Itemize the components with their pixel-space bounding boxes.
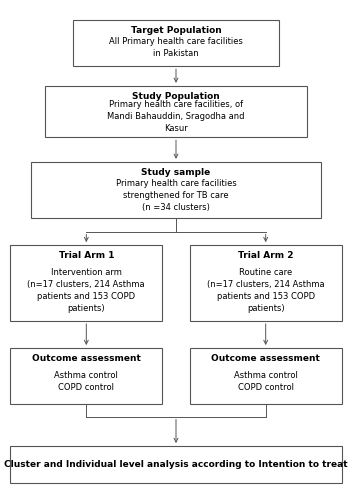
Text: Intervention arm
(n=17 clusters, 214 Asthma
patients and 153 COPD
patients): Intervention arm (n=17 clusters, 214 Ast… <box>27 268 145 313</box>
Text: Routine care
(n=17 clusters, 214 Asthma
patients and 153 COPD
patients): Routine care (n=17 clusters, 214 Asthma … <box>207 268 325 313</box>
Text: Study Population: Study Population <box>132 92 220 101</box>
Text: Primary health care facilities, of
Mandi Bahauddin, Sragodha and
Kasur: Primary health care facilities, of Mandi… <box>107 100 245 133</box>
FancyBboxPatch shape <box>73 20 279 66</box>
Text: Trial Arm 1: Trial Arm 1 <box>58 252 114 260</box>
Text: Cluster and Individual level analysis according to Intention to treat: Cluster and Individual level analysis ac… <box>4 460 348 469</box>
Text: Outcome assessment: Outcome assessment <box>32 354 141 364</box>
FancyBboxPatch shape <box>11 446 341 483</box>
Text: Target Population: Target Population <box>131 26 221 35</box>
Text: Study sample: Study sample <box>142 168 210 177</box>
Text: Primary health care facilities
strengthened for TB care
(n =34 clusters): Primary health care facilities strengthe… <box>115 180 237 212</box>
FancyBboxPatch shape <box>11 245 162 321</box>
FancyBboxPatch shape <box>190 348 341 405</box>
FancyBboxPatch shape <box>190 245 341 321</box>
FancyBboxPatch shape <box>11 348 162 405</box>
Text: All Primary health care facilities
in Pakistan: All Primary health care facilities in Pa… <box>109 37 243 58</box>
FancyBboxPatch shape <box>31 162 321 218</box>
Text: Asthma control
COPD control: Asthma control COPD control <box>54 372 118 392</box>
Text: Asthma control
COPD control: Asthma control COPD control <box>234 372 298 392</box>
Text: Outcome assessment: Outcome assessment <box>211 354 320 364</box>
Text: Trial Arm 2: Trial Arm 2 <box>238 252 294 260</box>
FancyBboxPatch shape <box>45 86 307 138</box>
